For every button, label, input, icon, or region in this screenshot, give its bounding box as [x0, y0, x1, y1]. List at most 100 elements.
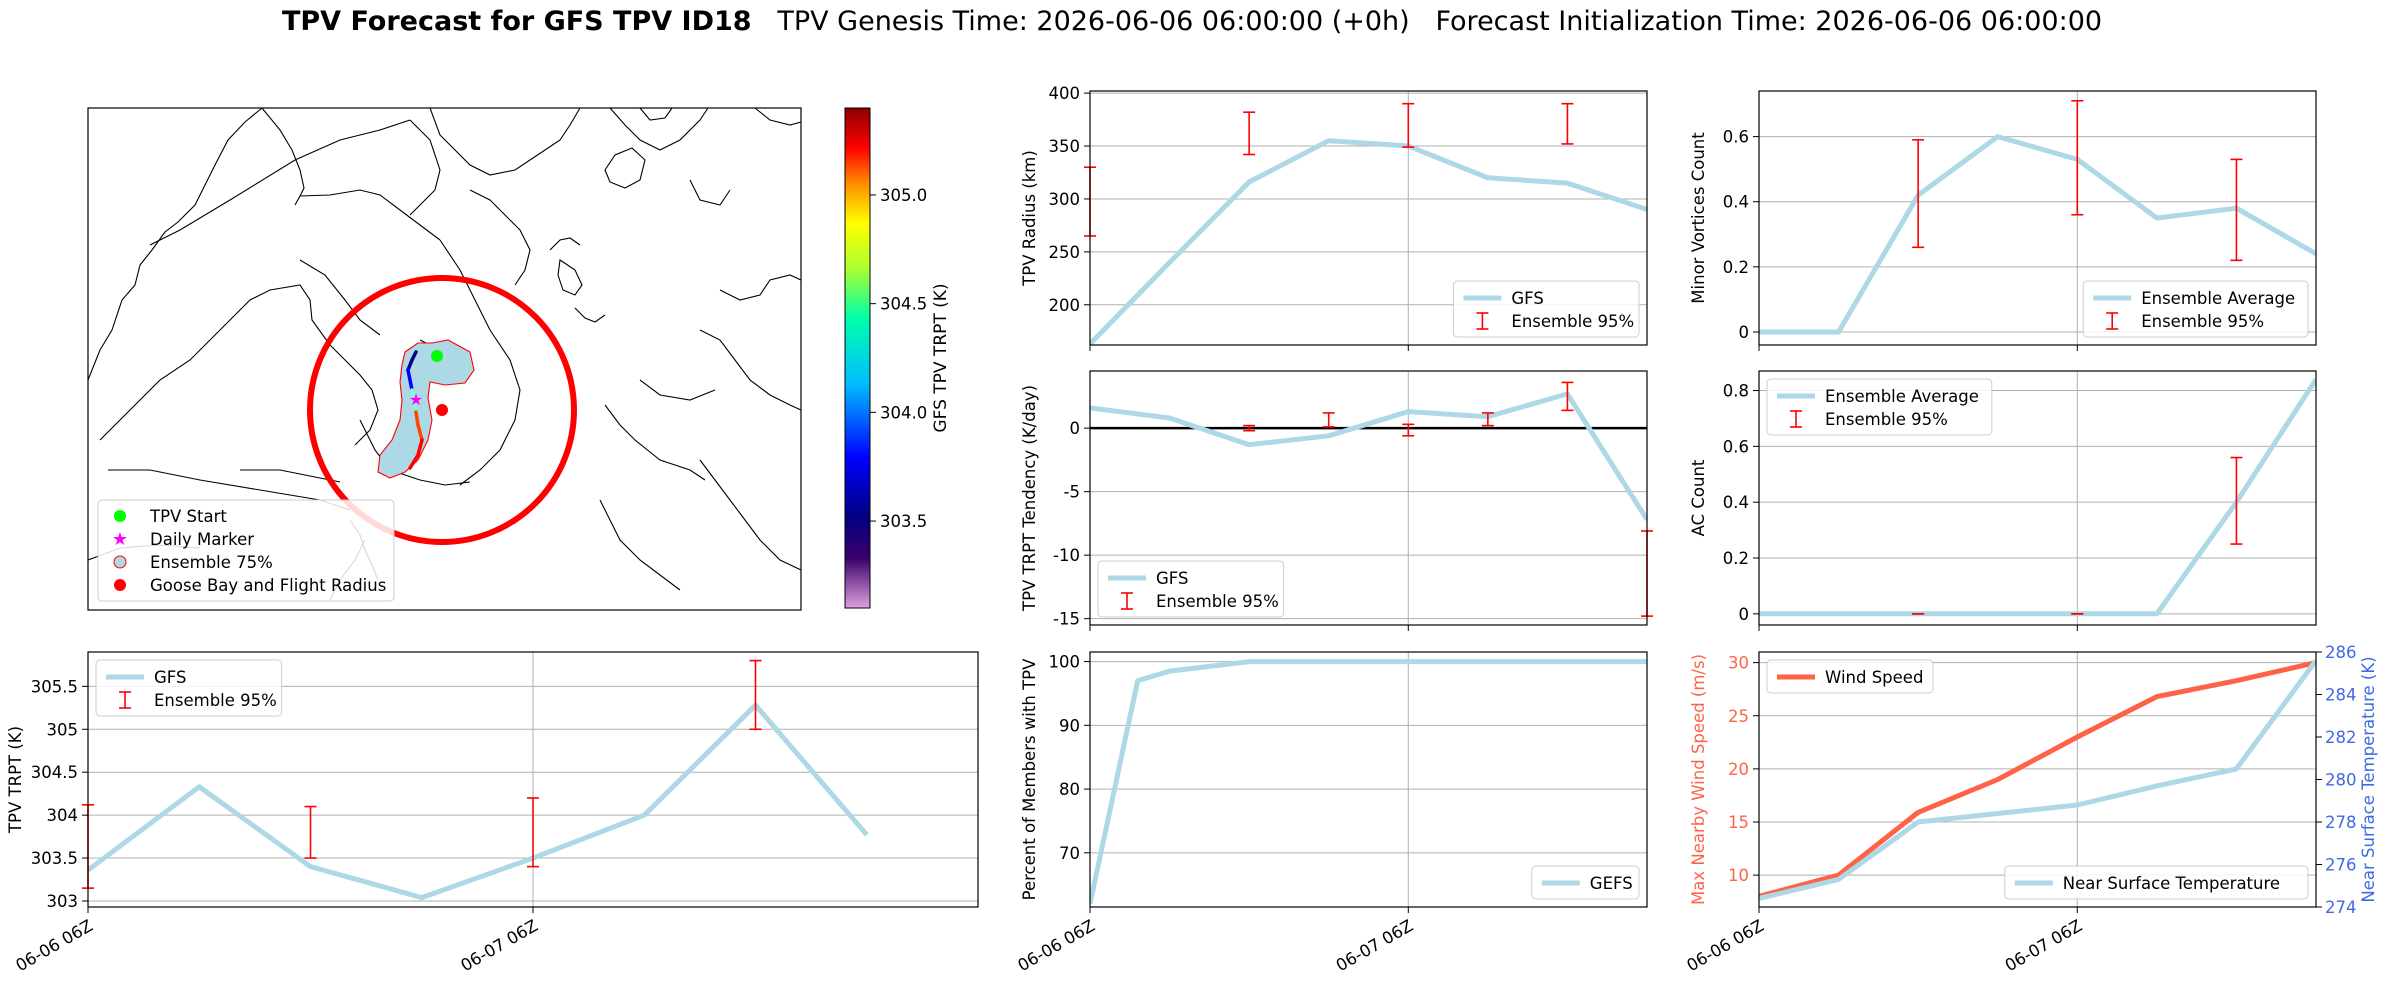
colorbar	[844, 107, 871, 609]
legend-label: Ensemble 75%	[150, 553, 273, 572]
title-main: TPV Forecast for GFS TPV ID18	[281, 6, 752, 37]
chart-legend: Wind Speed	[1766, 659, 1934, 694]
y-tick-label: 304	[47, 806, 79, 825]
y-tick-label: 303	[47, 892, 79, 911]
legend-label: Daily Marker	[150, 530, 254, 549]
y-tick-label: 300	[1049, 190, 1081, 209]
chart-legend: GFS Ensemble 95%	[95, 659, 283, 717]
y2-tick-label: 280	[2325, 771, 2357, 790]
legend-label: Ensemble Average	[2141, 289, 2295, 308]
colorbar-ticks: 303.5 304.0 304.5 305.0	[870, 186, 927, 531]
legend-box	[1452, 280, 1640, 338]
map-legend-entry: TPV Start	[114, 507, 227, 526]
y2-tick-label: 284	[2325, 686, 2357, 705]
y-axis-label: Max Nearby Wind Speed (m/s)	[1689, 654, 1708, 905]
x-tick-label: 06-07 06Z	[1333, 916, 1417, 975]
y-tick-label: 0.6	[1723, 128, 1749, 147]
colorbar-tick-label: 305.0	[880, 186, 927, 205]
error-bar	[2230, 158, 2243, 262]
legend-box	[1766, 378, 1993, 436]
y-tick-label: 0.6	[1723, 437, 1749, 456]
colorbar-tick-label: 304.5	[880, 295, 927, 314]
y2-tick-label: 278	[2325, 813, 2357, 832]
y-tick-label: -5	[1064, 483, 1080, 502]
legend-box	[95, 659, 283, 717]
y-tick-label: 0	[1739, 323, 1750, 342]
y-tick-label: 15	[1728, 813, 1749, 832]
x-tick-label: 06-06 06Z	[12, 916, 96, 975]
legend-circle-marker	[114, 579, 126, 591]
y-tick-label: 304.5	[31, 763, 78, 782]
y-tick-label: 350	[1049, 137, 1081, 156]
plot-frame	[1758, 370, 2317, 626]
colorbar-tick-label: 303.5	[880, 512, 927, 531]
error-bar	[1481, 412, 1494, 427]
y2-tick-label: 282	[2325, 728, 2357, 747]
map-panel: ★ TPV Start ★ Daily Marker Ensemble 75% Goos…	[87, 107, 951, 611]
tpv-track	[406, 350, 424, 470]
legend-circle-marker	[114, 510, 126, 522]
legend-box	[1766, 659, 1934, 694]
ensemble-75-region	[377, 339, 475, 479]
error-bar	[2230, 456, 2243, 545]
colorbar-label: GFS TPV TRPT (K)	[931, 283, 951, 432]
map-legend-entry: Goose Bay and Flight Radius	[114, 576, 386, 595]
series-line-0	[1759, 378, 2316, 617]
legend-label: Near Surface Temperature	[2063, 874, 2280, 893]
chart-legend: GFS Ensemble 95%	[1452, 280, 1640, 338]
legend-label: Ensemble 95%	[2141, 312, 2264, 331]
legend-label: GFS	[154, 668, 186, 687]
plot-frame	[1089, 90, 1648, 346]
tpv-start-marker	[431, 350, 443, 362]
map-legend-entry: Ensemble 75%	[113, 553, 273, 572]
legend-label: GFS	[1156, 569, 1188, 588]
legend-label: Ensemble 95%	[1156, 592, 1279, 611]
chart-trpt: 303 303.5 304 304.5 305 305.5 TPV TRPT (K) 06-0…	[6, 651, 979, 975]
y-tick-label: 200	[1049, 296, 1081, 315]
legend-label: Wind Speed	[1825, 668, 1923, 687]
error-bar	[1402, 102, 1415, 148]
map-legend-entry: ★ Daily Marker	[112, 529, 254, 550]
error-bar	[1561, 102, 1574, 145]
y-tick-label: 305.5	[31, 677, 78, 696]
y-tick-label: 25	[1728, 707, 1749, 726]
series-line-0	[1759, 134, 2316, 335]
error-bar	[527, 797, 539, 868]
legend-box	[2004, 865, 2309, 900]
y-axis-label: TPV TRPT (K)	[6, 726, 25, 834]
legend-box	[1097, 560, 1285, 618]
legend-label: GEFS	[1590, 874, 1633, 893]
chart-tendency: -15 -10 -5 0 TPV TRPT Tendency (K/day) GFS Ens…	[1020, 370, 1653, 631]
error-bar	[749, 659, 762, 731]
chart-percent: 70 80 90 100 Percent of Members with TPV 06-0…	[1014, 651, 1648, 975]
legend-label: Goose Bay and Flight Radius	[150, 576, 386, 595]
error-bar	[1322, 412, 1335, 428]
chart-wind-temp: 10 15 20 25 30 Max Nearby Wind Speed (m/s) 274…	[1683, 643, 2378, 975]
y-tick-label: 303.5	[31, 849, 78, 868]
y-tick-label: -10	[1053, 546, 1080, 565]
legend-label: Ensemble Average	[1825, 387, 1979, 406]
y-tick-label: 0	[1070, 419, 1081, 438]
y-tick-label: 0.2	[1723, 258, 1749, 277]
y-tick-label: 10	[1728, 866, 1749, 885]
y-axis-label: TPV TRPT Tendency (K/day)	[1020, 385, 1039, 612]
flight-radius-circle	[307, 275, 577, 545]
plot-frame	[1089, 370, 1648, 626]
chart-radius: 200 250 300 350 400 TPV Radius (km) GFS Ensembl…	[1020, 84, 1648, 351]
error-bar	[1243, 424, 1256, 432]
x-tick-label: 06-07 06Z	[457, 916, 541, 975]
y-tick-label: 0.2	[1723, 549, 1749, 568]
chart-legend: Ensemble Average Ensemble 95%	[1766, 378, 1993, 436]
error-bar	[1402, 423, 1415, 437]
daily-marker: ★	[409, 390, 423, 409]
y-tick-label: 90	[1059, 716, 1080, 735]
y2-tick-label: 274	[2325, 898, 2357, 917]
title-init: Forecast Initialization Time: 2026-06-06…	[1435, 6, 2103, 37]
x-tick-label: 06-07 06Z	[2002, 916, 2086, 975]
legend-label: Ensemble 95%	[1511, 312, 1634, 331]
y-tick-label: 250	[1049, 243, 1081, 262]
y-tick-label: 0.4	[1723, 193, 1749, 212]
series-line-0	[1090, 659, 1647, 905]
